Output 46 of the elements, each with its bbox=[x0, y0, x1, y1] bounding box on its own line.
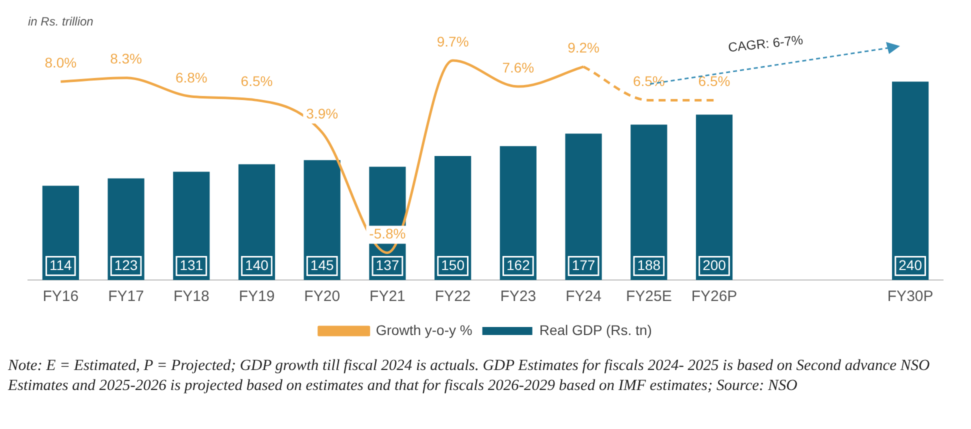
data-label: 200 bbox=[702, 256, 726, 273]
data-label: 123 bbox=[114, 256, 138, 273]
x-tick-label: FY21 bbox=[370, 288, 406, 306]
data-label: 6.5% bbox=[698, 73, 730, 90]
x-tick-label: FY20 bbox=[304, 288, 340, 306]
data-label: 7.6% bbox=[502, 59, 534, 76]
data-label: 114 bbox=[50, 256, 72, 273]
data-label: 8.3% bbox=[110, 50, 142, 67]
x-tick-label: FY26P bbox=[691, 288, 738, 306]
y-axis-title: in Rs. trillion bbox=[28, 14, 94, 28]
bar bbox=[565, 134, 602, 280]
legend-label: Real GDP (Rs. tn) bbox=[539, 322, 652, 338]
data-label: 145 bbox=[310, 256, 334, 273]
x-tick-label: FY17 bbox=[108, 288, 144, 306]
data-label: 188 bbox=[637, 256, 661, 273]
data-label: -5.8% bbox=[369, 226, 406, 242]
x-tick-label: FY22 bbox=[434, 288, 471, 306]
legend-label: Growth y-o-y % bbox=[376, 322, 472, 338]
data-label: 150 bbox=[441, 256, 465, 273]
data-label: 240 bbox=[898, 256, 922, 273]
data-label: 131 bbox=[180, 256, 204, 273]
x-tick-label: FY16 bbox=[42, 288, 79, 306]
bar bbox=[434, 156, 472, 280]
data-label: 137 bbox=[376, 256, 400, 273]
bar bbox=[696, 114, 733, 280]
x-tick-label: FY19 bbox=[238, 288, 275, 306]
data-label: 3.9% bbox=[306, 105, 338, 122]
x-tick-label: FY25E bbox=[626, 288, 672, 306]
bar bbox=[630, 124, 668, 280]
x-tick-label: FY30P bbox=[887, 288, 934, 306]
data-label: 140 bbox=[245, 256, 269, 273]
data-label: 177 bbox=[572, 256, 596, 273]
x-tick-label: FY24 bbox=[566, 288, 602, 306]
data-label: 8.0% bbox=[44, 54, 77, 70]
text: CAGR: 6-7% bbox=[727, 32, 804, 55]
bar bbox=[892, 82, 929, 280]
x-tick-label: FY23 bbox=[500, 288, 536, 306]
data-label: 9.2% bbox=[568, 40, 600, 56]
data-label: 162 bbox=[506, 256, 530, 273]
data-label: 6.5% bbox=[240, 73, 273, 90]
data-label: 9.7% bbox=[436, 33, 469, 50]
x-tick-label: FY18 bbox=[173, 288, 210, 306]
bar bbox=[500, 146, 536, 280]
data-label: 6.8% bbox=[175, 69, 208, 86]
data-label: 6.5% bbox=[632, 73, 665, 90]
text: Note: E = Estimated, P = Projected; GDP growth till fiscal 2024 is actuals. GDP Estimates for fiscals 2024- 2025 is based on Second advance NSO Estimates and 2025-2026 is projected based on estimates and that for fiscals 2026-2029 based on IMF estimates; Source: NSO bbox=[8, 356, 931, 396]
